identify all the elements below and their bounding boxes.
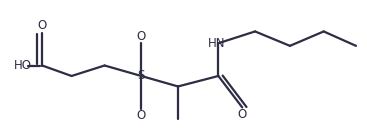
Text: S: S	[138, 69, 145, 83]
Text: O: O	[237, 108, 247, 121]
Text: HN: HN	[208, 37, 225, 50]
Text: HO: HO	[13, 59, 32, 72]
Text: O: O	[137, 109, 146, 122]
Text: O: O	[137, 29, 146, 43]
Text: O: O	[37, 19, 47, 32]
